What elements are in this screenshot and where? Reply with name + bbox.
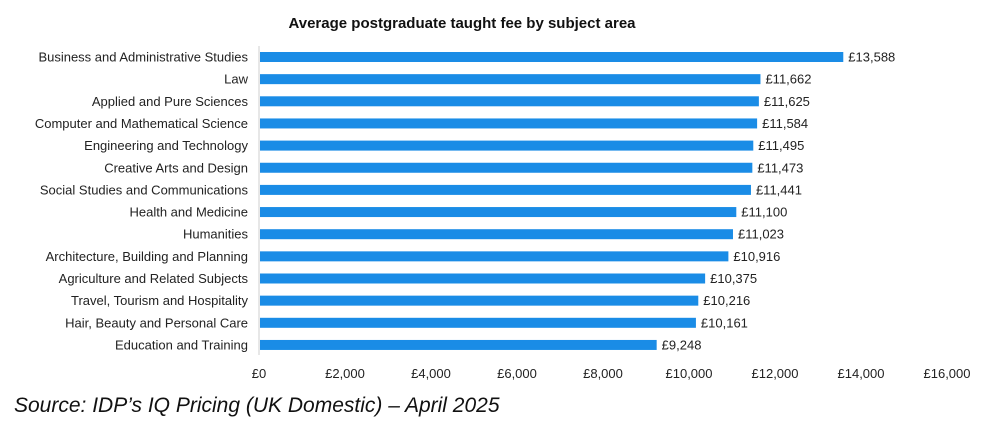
category-label: Travel, Tourism and Hospitality	[71, 293, 249, 308]
x-tick-label: £14,000	[838, 366, 885, 381]
x-tick-label: £4,000	[411, 366, 451, 381]
x-tick-label: £6,000	[497, 366, 537, 381]
value-label: £11,495	[758, 138, 804, 153]
source-note: Source: IDP’s IQ Pricing (UK Domestic) –…	[14, 394, 500, 417]
bar-10	[260, 273, 706, 284]
value-label: £11,584	[762, 116, 808, 131]
category-label: Hair, Beauty and Personal Care	[65, 315, 248, 330]
value-label: £11,100	[741, 205, 787, 220]
value-label: £11,625	[764, 94, 810, 109]
bar-8	[260, 229, 733, 240]
category-label: Engineering and Technology	[84, 138, 248, 153]
category-label: Agriculture and Related Subjects	[59, 271, 249, 286]
bar-2	[260, 96, 759, 107]
x-tick-label: £10,000	[666, 366, 713, 381]
category-label: Computer and Mathematical Science	[35, 116, 248, 131]
bar-12	[260, 317, 696, 328]
value-label: £10,916	[733, 249, 780, 264]
value-label: £11,023	[738, 227, 784, 242]
chart-title: Average postgraduate taught fee by subje…	[288, 15, 636, 32]
bar-chart-svg: Average postgraduate taught fee by subje…	[35, 15, 971, 381]
category-label: Creative Arts and Design	[104, 160, 248, 175]
bar-11	[260, 295, 699, 306]
value-label: £11,473	[757, 160, 803, 175]
value-label: £11,441	[756, 182, 802, 197]
value-label: £10,375	[710, 271, 757, 286]
category-label: Law	[224, 72, 248, 87]
value-label: £13,588	[848, 50, 895, 65]
category-label: Applied and Pure Sciences	[92, 94, 249, 109]
category-label: Business and Administrative Studies	[38, 50, 248, 65]
x-tick-label: £12,000	[752, 366, 799, 381]
bar-9	[260, 251, 729, 262]
bar-7	[260, 207, 737, 218]
bar-1	[260, 74, 761, 85]
x-tick-label: £2,000	[325, 366, 365, 381]
bars-group	[260, 52, 844, 350]
value-label: £9,248	[662, 337, 702, 352]
value-label: £10,216	[703, 293, 750, 308]
category-label: Social Studies and Communications	[40, 182, 249, 197]
bar-6	[260, 184, 751, 195]
category-labels: Business and Administrative Studies Law Ap…	[35, 50, 249, 353]
x-tick-label: £8,000	[583, 366, 623, 381]
value-label: £10,161	[701, 315, 748, 330]
bar-0	[260, 52, 844, 62]
category-label: Education and Training	[115, 337, 248, 352]
category-label: Health and Medicine	[129, 205, 248, 220]
x-tick-label: £16,000	[924, 366, 971, 381]
x-axis-tick-labels: £0 £2,000 £4,000 £6,000 £8,000 £10,000 £12,000…	[252, 366, 971, 381]
category-label: Architecture, Building and Planning	[46, 249, 248, 264]
bar-13	[260, 339, 657, 350]
category-label: Humanities	[183, 227, 249, 242]
value-label: £11,662	[765, 72, 811, 87]
x-tick-label: £0	[252, 366, 266, 381]
value-labels: £13,588 £11,662 £11,625 £11,584 £11,495 £11,4…	[662, 50, 896, 353]
bar-5	[260, 162, 753, 173]
bar-4	[260, 140, 754, 151]
bar-3	[260, 118, 758, 129]
